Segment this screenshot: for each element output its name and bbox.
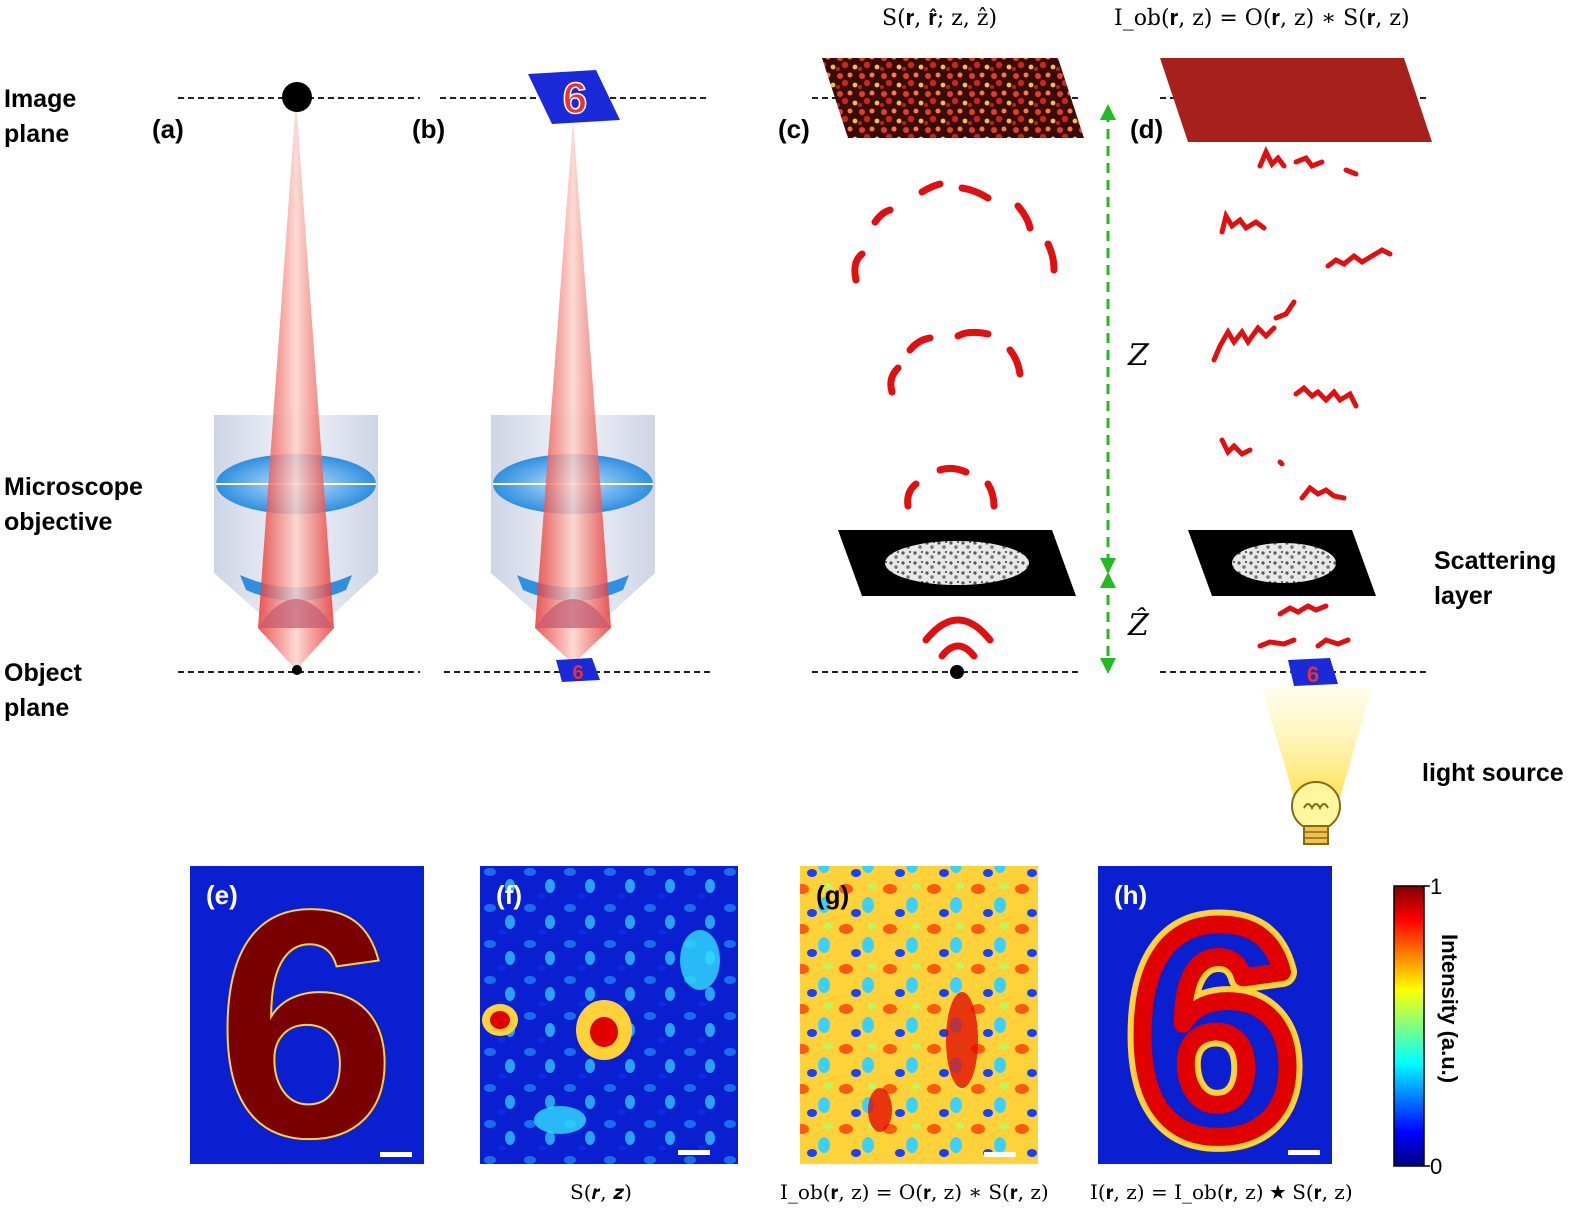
light-cone <box>1262 688 1372 804</box>
reconstructed-digit-h: 6 <box>1132 862 1299 1198</box>
microscope-objective-label: Microscope objective <box>4 473 143 536</box>
object-image-equation: I_ob(𝐫, z) = O(𝐫, z) ∗ S(𝐫, z) <box>1114 6 1410 31</box>
panel-label-f: (f) <box>496 880 522 910</box>
svg-text:6: 6 <box>563 74 587 123</box>
beam-a <box>258 100 334 670</box>
object-point-a <box>292 665 302 675</box>
panel-label-g: (g) <box>816 880 850 910</box>
wavefronts-c <box>851 180 1058 660</box>
panel-label-e: (e) <box>206 880 238 910</box>
speckle-function-label: S(𝐫, 𝐫̂; z, ẑ) <box>882 6 998 31</box>
caption-g: I_ob(𝐫, z) = O(𝐫, z) ∗ S(𝐫, z) <box>780 1180 1049 1204</box>
scale-bar-e <box>380 1152 412 1157</box>
point-source-c <box>950 665 964 679</box>
beam-b <box>535 120 611 664</box>
distance-zhat-label: Ẑ <box>1128 608 1149 643</box>
object-plane-label: Object plane <box>4 659 82 722</box>
caption-h: I(𝐫, z) = I_ob(𝐫, z) ★ S(𝐫, z) <box>1090 1180 1353 1204</box>
scale-bar-h <box>1288 1150 1320 1155</box>
panel-label-h: (h) <box>1114 880 1148 910</box>
scattering-c <box>822 58 1084 679</box>
colorbar <box>1393 885 1430 1167</box>
blurred-image-d <box>1160 58 1432 142</box>
panel-label-c: (c) <box>778 114 810 144</box>
light-bulb-icon <box>1291 781 1341 845</box>
light-source-label: light source <box>1422 759 1564 787</box>
panel-label-b: (b) <box>412 114 446 144</box>
image-six-b: 6 <box>528 70 620 124</box>
panel-g-image <box>800 866 1038 1164</box>
object-six-b: 6 <box>556 658 600 684</box>
colorbar-min-label: 0 <box>1430 1154 1443 1179</box>
panel-e-image: 6 <box>190 841 424 1206</box>
panel-h-image: 6 6 <box>1098 847 1332 1213</box>
svg-text:6: 6 <box>1307 662 1319 687</box>
scattering-d: 6 <box>1160 58 1432 845</box>
caption-f: S(𝒓, 𝒛) <box>570 1180 632 1204</box>
scale-bar-g <box>984 1152 1016 1157</box>
distance-z-label: Z <box>1128 338 1149 373</box>
speckle-image-c <box>822 58 1084 138</box>
image-spot-a <box>282 82 312 112</box>
image-plane-label: Image plane <box>4 85 77 148</box>
distorted-wavefronts-d <box>1211 146 1393 649</box>
panel-label-a: (a) <box>152 114 184 144</box>
colorbar-title: Intensity (a.u.) <box>1437 934 1462 1084</box>
panel-label-d: (d) <box>1130 114 1164 144</box>
scale-bar-f <box>678 1150 710 1155</box>
svg-text:6: 6 <box>572 662 583 684</box>
colorbar-max-label: 1 <box>1430 874 1443 899</box>
objective-b: 6 6 <box>491 70 655 684</box>
object-six-d: 6 <box>1288 658 1338 687</box>
object-digit-e: 6 <box>216 842 397 1205</box>
objective-a <box>214 82 378 675</box>
scattering-layer-label: Scattering layer <box>1434 547 1557 610</box>
reconstructed-digit-glow: 6 <box>1132 862 1299 1198</box>
panel-f-image <box>480 866 738 1164</box>
